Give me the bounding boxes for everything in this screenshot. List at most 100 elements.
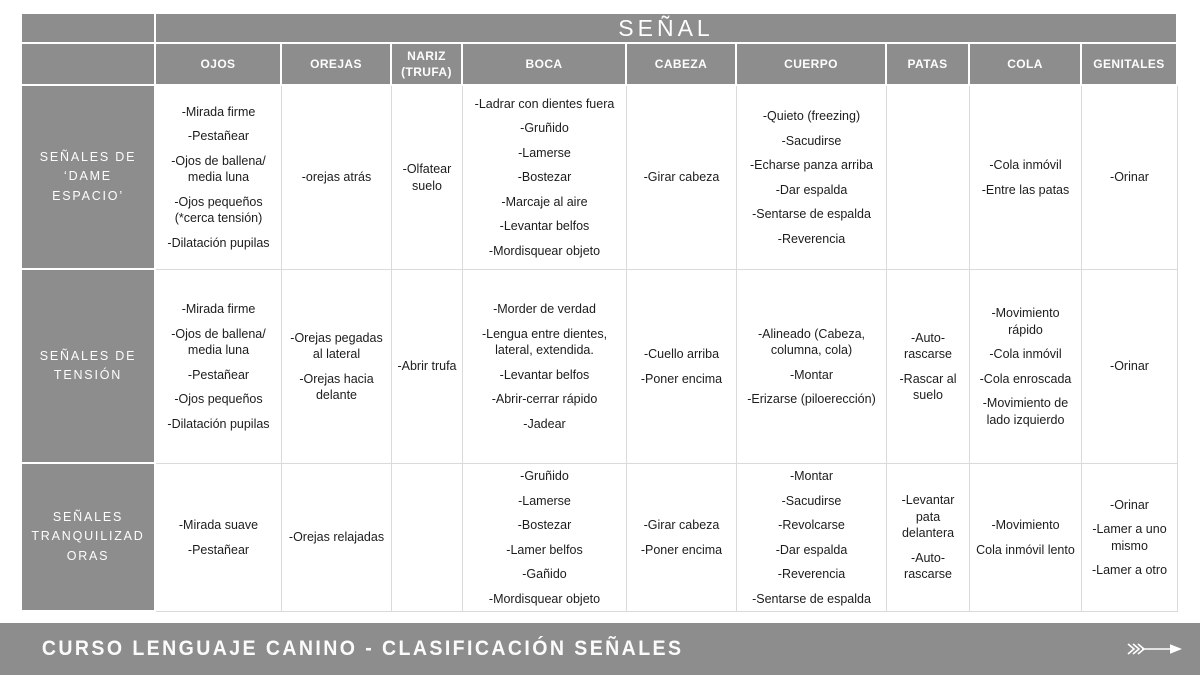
cell-item: -Lamer a otro xyxy=(1091,563,1168,577)
cell-item: -Gruñido xyxy=(520,121,569,136)
cell-item: -Auto-rascarse xyxy=(904,330,952,362)
table-cell: -Cola inmóvil -Entre las patas xyxy=(970,86,1082,270)
cell-item: -orejas atrás xyxy=(301,170,372,185)
table-cell: -Orinar xyxy=(1082,270,1178,464)
cell-item: -Jadear xyxy=(523,416,566,431)
cell-item: -Montar xyxy=(789,367,834,382)
cell-item: -Dar espalda xyxy=(775,542,848,557)
cell-item: -Morder de verdad xyxy=(493,302,596,316)
cell-item: -Dilatación pupilas xyxy=(167,235,270,250)
cell-item: -Levantar belfos xyxy=(499,367,590,382)
cell-item: -Orejas hacia delante xyxy=(299,371,374,403)
table-cell: -Montar -Sacudirse -Revolcarse -Dar espalda… xyxy=(737,464,887,612)
cell-item: -Revolcarse xyxy=(778,518,845,532)
table-cell: -Morder de verdad -Lengua entre dientes, … xyxy=(463,270,627,464)
table-cell: -Mirada firme -Ojos de ballena/ media lun… xyxy=(156,270,282,464)
cell-item: -Pestañear xyxy=(187,367,250,382)
table-cell: -orejas atrás xyxy=(282,86,392,270)
cell-item: -Movimiento xyxy=(991,518,1060,532)
cell-item: -Entre las patas xyxy=(981,182,1070,197)
table-cell: -Movimiento rápido -Cola inmóvil -Cola enr… xyxy=(970,270,1082,464)
cell-item: -Erizarse (piloerección) xyxy=(747,392,876,406)
table-cell xyxy=(887,86,970,270)
cell-item: -Mordisquear objeto xyxy=(488,243,601,258)
column-header: OREJAS xyxy=(282,44,392,86)
table-cell: -Abrir trufa xyxy=(392,270,463,464)
table-cell: -Auto-rascarse -Rascar al suelo xyxy=(887,270,970,464)
column-header: PATAS xyxy=(887,44,970,86)
cell-item: -Dilatación pupilas xyxy=(167,416,270,431)
column-header: BOCA xyxy=(463,44,627,86)
cell-item: -Ojos de ballena/ media luna xyxy=(171,326,266,358)
cell-item: -Lamerse xyxy=(518,145,571,160)
cell-item: -Orinar xyxy=(1110,359,1149,374)
cell-item: -Lamer belfos xyxy=(506,542,583,557)
cell-item: -Abrir-cerrar rápido xyxy=(491,392,598,406)
cell-item: -Bostezar xyxy=(517,518,572,532)
cell-item: -Reverencia xyxy=(777,567,846,581)
cell-item: -Montar xyxy=(789,469,834,483)
table-cell: -Levantar pata delantera -Auto-rascarse xyxy=(887,464,970,612)
table-cell: -Orinar -Lamer a uno mismo -Lamer a otro xyxy=(1082,464,1178,612)
row-header: SEÑALES DE TENSIÓN xyxy=(22,270,156,464)
table-cell: -Orejas pegadas al lateral -Orejas hacia … xyxy=(282,270,392,464)
cell-item: -Levantar pata delantera xyxy=(901,493,955,541)
cell-item: -Ojos de ballena/ media luna xyxy=(171,153,266,185)
table-cell: -Movimiento Cola inmóvil lento xyxy=(970,464,1082,612)
cell-item: -Bostezar xyxy=(517,170,572,185)
cell-item: -Levantar belfos xyxy=(499,219,590,234)
cell-item: -Movimiento de lado izquierdo xyxy=(982,396,1069,427)
cell-item: -Lamerse xyxy=(518,493,571,508)
cell-item: -Echarse panza arriba xyxy=(750,158,873,172)
senal-table: SEÑAL OJOS OREJAS NARIZ (TRUFA) BOCA CABEZA CU… xyxy=(22,14,1178,612)
column-header: CUERPO xyxy=(737,44,887,86)
cell-item: -Mirada suave xyxy=(178,518,259,532)
table-cell: -Alineado (Cabeza, columna, cola) -Montar… xyxy=(737,270,887,464)
cell-item: -Orinar xyxy=(1110,170,1149,185)
corner-cell xyxy=(22,44,156,86)
row-header: SEÑALES TRANQUILIZADORAS xyxy=(22,464,156,612)
cell-item: -Cola enroscada xyxy=(979,371,1072,386)
row-header: SEÑALES DE ‘DAME ESPACIO’ xyxy=(22,86,156,270)
cell-item: -Poner encima xyxy=(640,542,723,557)
footer-bar: CURSO LENGUAJE CANINO - CLASIFICACIÓN SE… xyxy=(0,623,1200,675)
table-cell xyxy=(392,464,463,612)
cell-item: -Pestañear xyxy=(187,129,250,144)
arrow-right-icon xyxy=(1127,643,1182,655)
cell-item: -Cuello arriba xyxy=(643,347,720,361)
cell-item: -Sentarse de espalda xyxy=(752,591,871,606)
cell-item: -Cola inmóvil xyxy=(989,158,1062,172)
cell-item: -Quieto (freezing) xyxy=(762,109,861,123)
cell-item: -Alineado (Cabeza, columna, cola) xyxy=(757,326,865,358)
cell-item: -Cola inmóvil xyxy=(989,347,1062,361)
cell-item: -Sacudirse xyxy=(781,493,842,508)
table-cell: -Orinar xyxy=(1082,86,1178,270)
cell-item: -Gruñido xyxy=(520,469,569,483)
table-cell: -Girar cabeza -Poner encima xyxy=(627,464,737,612)
cell-item: -Ojos pequeños xyxy=(174,392,263,406)
cell-item: -Olfatear suelo xyxy=(402,162,452,193)
table-cell: -Quieto (freezing) -Sacudirse -Echarse pan… xyxy=(737,86,887,270)
cell-item: -Pestañear xyxy=(187,542,250,557)
cell-item: -Abrir trufa xyxy=(397,359,457,374)
cell-item: -Girar cabeza xyxy=(643,518,720,532)
cell-item: -Orejas pegadas al lateral xyxy=(290,330,383,362)
cell-item: -Marcaje al aire xyxy=(501,194,588,209)
table-cell: -Ladrar con dientes fuera -Gruñido -Lamers… xyxy=(463,86,627,270)
cell-item: -Auto-rascarse xyxy=(904,550,952,582)
table-title: SEÑAL xyxy=(156,14,1178,44)
table-cell: -Orejas relajadas xyxy=(282,464,392,612)
column-header: COLA xyxy=(970,44,1082,86)
table-cell: -Girar cabeza xyxy=(627,86,737,270)
cell-item: -Reverencia xyxy=(777,231,846,246)
cell-item: -Girar cabeza xyxy=(643,170,720,185)
cell-item: -Mirada firme xyxy=(181,302,256,316)
corner-cell xyxy=(22,14,156,44)
column-header: CABEZA xyxy=(627,44,737,86)
table-cell: -Olfatear suelo xyxy=(392,86,463,270)
cell-item: -Lengua entre dientes, lateral, extendid… xyxy=(481,326,608,358)
cell-item: -Poner encima xyxy=(640,371,723,386)
column-header: GENITALES xyxy=(1082,44,1178,86)
cell-item: -Dar espalda xyxy=(775,182,848,197)
